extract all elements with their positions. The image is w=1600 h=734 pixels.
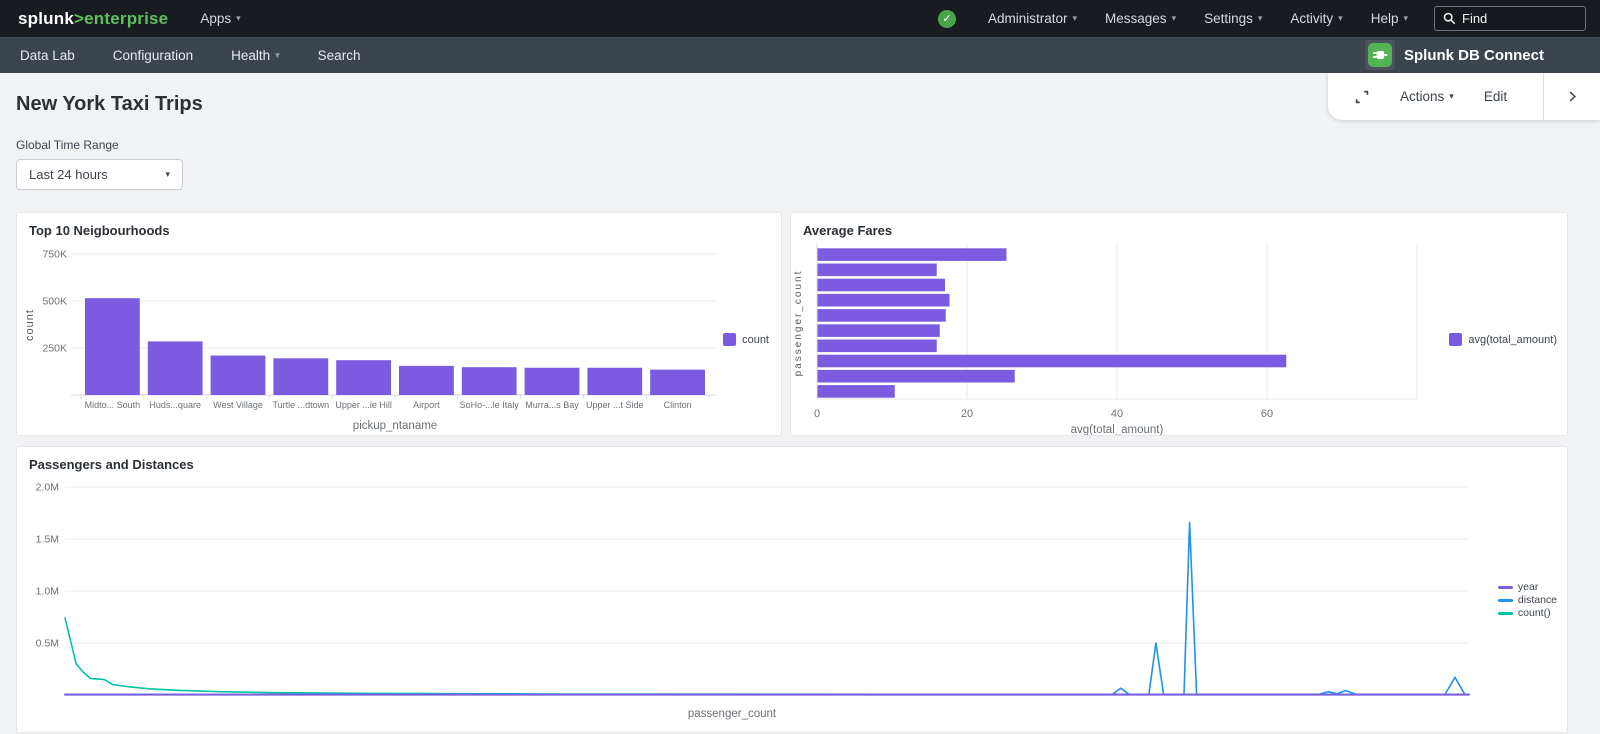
panel-title: Passengers and Distances xyxy=(29,457,194,472)
svg-text:avg(total_amount): avg(total_amount) xyxy=(1071,424,1164,435)
legend-label: year xyxy=(1517,581,1539,593)
panel-top10-neighbourhoods: Top 10 Neigbourhoods 250K 500K 750K Midto..… xyxy=(16,212,782,436)
tab-search[interactable]: Search xyxy=(317,47,361,63)
svg-text:1.0M: 1.0M xyxy=(36,586,59,598)
svg-text:2.0M: 2.0M xyxy=(36,482,59,494)
svg-text:60: 60 xyxy=(1261,408,1273,420)
svg-text:Airport: Airport xyxy=(413,400,440,410)
legend-label: avg(total_amount) xyxy=(1468,333,1557,346)
svg-text:passenger_count: passenger_count xyxy=(688,708,777,720)
svg-text:Huds...quare: Huds...quare xyxy=(149,400,201,410)
svg-text:West Village: West Village xyxy=(213,400,263,410)
tab-data-lab[interactable]: Data Lab xyxy=(20,47,75,63)
db-connect-app-icon xyxy=(1364,40,1395,70)
menu-apps[interactable]: Apps ▾ xyxy=(200,11,241,26)
logo-brand: splunk xyxy=(18,8,74,28)
legend-item: distance xyxy=(1497,594,1557,606)
legend-label: distance xyxy=(1517,594,1557,606)
app-navbar: Data Lab Configuration Health ▾ Search S… xyxy=(0,37,1600,73)
dashboard-content: New York Taxi Trips Global Time Range La… xyxy=(0,73,1600,733)
menu-administrator[interactable]: Administrator ▾ xyxy=(987,11,1078,26)
svg-text:passenger_count: passenger_count xyxy=(793,270,804,377)
svg-text:500K: 500K xyxy=(42,296,67,308)
svg-text:Murra...s Bay: Murra...s Bay xyxy=(525,400,579,410)
toolbar-divider xyxy=(1543,73,1544,120)
svg-text:40: 40 xyxy=(1111,408,1123,420)
svg-text:Upper ...t Side: Upper ...t Side xyxy=(586,400,644,410)
chart-legend: year distance count() xyxy=(1497,581,1557,619)
passengers-distances-line-chart: 0.5M 1.0M 1.5M 2.0M passenger_count xyxy=(36,482,1470,720)
legend-label: count() xyxy=(1517,607,1551,619)
svg-text:count: count xyxy=(24,309,36,341)
splunk-logo[interactable]: splunk>enterprise xyxy=(18,9,168,29)
dashboard-toolbar: Actions ▾ Edit xyxy=(1328,73,1600,120)
svg-text:20: 20 xyxy=(961,408,973,420)
legend-swatch xyxy=(1449,333,1463,346)
chart-legend: avg(total_amount) xyxy=(1449,333,1557,346)
find-search-box[interactable] xyxy=(1434,6,1586,31)
top-navbar: splunk>enterprise Apps ▾ ✓ Administrator… xyxy=(0,0,1600,37)
menu-messages[interactable]: Messages ▾ xyxy=(1105,11,1177,26)
chevron-down-icon: ▾ xyxy=(1072,13,1078,23)
plug-icon xyxy=(1367,43,1392,67)
health-check-icon[interactable]: ✓ xyxy=(937,9,956,28)
menu-settings[interactable]: Settings ▾ xyxy=(1204,11,1263,26)
svg-text:Clinton: Clinton xyxy=(664,400,692,410)
chevron-down-icon: ▾ xyxy=(1403,13,1408,23)
app-title: Splunk DB Connect xyxy=(1403,46,1544,64)
legend-label: count xyxy=(742,333,769,346)
expand-icon xyxy=(1355,90,1369,103)
svg-text:SoHo-...le Italy: SoHo-...le Italy xyxy=(460,400,520,410)
chevron-down-icon: ▾ xyxy=(275,49,280,60)
search-icon xyxy=(1443,12,1456,25)
chevron-right-icon xyxy=(1569,91,1576,102)
time-range-label: Global Time Range xyxy=(16,138,119,152)
chevron-down-icon: ▾ xyxy=(1449,91,1454,101)
chevron-down-icon: ▾ xyxy=(1171,13,1177,23)
panel-title: Average Fares xyxy=(803,223,893,238)
menu-activity[interactable]: Activity ▾ xyxy=(1290,11,1343,26)
svg-text:pickup_ntaname: pickup_ntaname xyxy=(353,420,437,432)
legend-swatch xyxy=(1497,611,1513,615)
top10-neighbourhoods-bar-chart: 250K 500K 750K Midto... South Huds...quare We… xyxy=(24,249,717,432)
panel-title: Top 10 Neigbourhoods xyxy=(29,223,170,238)
actions-button[interactable]: Actions ▾ xyxy=(1400,89,1454,104)
svg-text:Midto... South: Midto... South xyxy=(85,400,141,410)
legend-item: year xyxy=(1497,581,1539,593)
chevron-down-icon: ▾ xyxy=(1338,13,1343,23)
svg-text:Upper ...ie Hill: Upper ...ie Hill xyxy=(335,400,392,410)
panel-average-fares: Average Fares 0 20 40 60 passenger_count avg(… xyxy=(790,212,1568,436)
svg-text:1.5M: 1.5M xyxy=(36,534,59,546)
chevron-down-icon: ▾ xyxy=(1257,13,1263,23)
svg-text:0.5M: 0.5M xyxy=(36,638,59,650)
logo-product: >enterprise xyxy=(74,8,169,28)
time-range-value: Last 24 hours xyxy=(29,167,108,182)
svg-text:0: 0 xyxy=(814,408,820,420)
average-fares-bar-chart: 0 20 40 60 passenger_count avg(total_amount) xyxy=(793,243,1418,435)
fullscreen-button[interactable] xyxy=(1354,89,1370,105)
panel-passengers-distances: Passengers and Distances 0.5M 1.0M 1.5M 2.0… xyxy=(16,446,1568,733)
legend-swatch xyxy=(723,333,737,346)
menu-help[interactable]: Help ▾ xyxy=(1370,11,1408,26)
svg-text:250K: 250K xyxy=(42,343,67,355)
chevron-down-icon: ▾ xyxy=(236,13,241,23)
legend-item: count() xyxy=(1497,607,1551,619)
time-range-dropdown[interactable]: Last 24 hours ▾ xyxy=(16,159,183,190)
find-input[interactable] xyxy=(1462,11,1572,26)
svg-text:750K: 750K xyxy=(42,249,67,261)
next-page-button[interactable] xyxy=(1544,73,1600,120)
legend-swatch xyxy=(1497,585,1513,589)
tab-health[interactable]: Health ▾ xyxy=(231,47,280,63)
chevron-down-icon: ▾ xyxy=(165,169,170,179)
svg-text:Turtle ...dtown: Turtle ...dtown xyxy=(272,400,329,410)
chart-legend: count xyxy=(723,333,769,346)
legend-swatch xyxy=(1497,598,1513,602)
tab-configuration[interactable]: Configuration xyxy=(112,47,194,63)
page-title: New York Taxi Trips xyxy=(16,93,203,115)
edit-button[interactable]: Edit xyxy=(1483,89,1508,104)
